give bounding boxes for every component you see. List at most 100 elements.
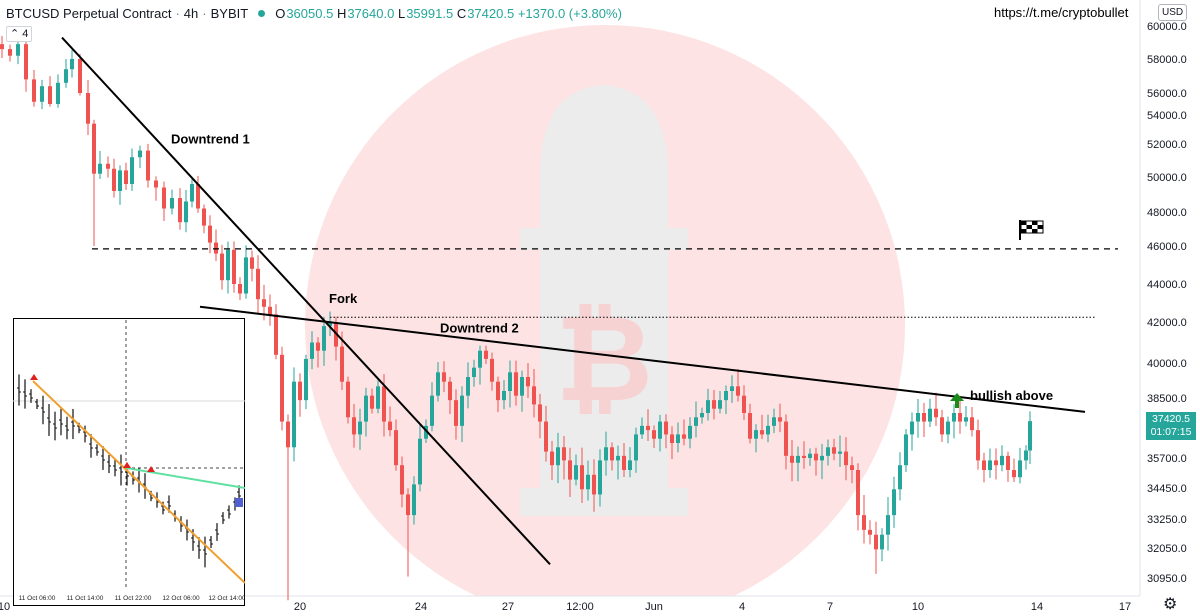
downtrend-1[interactable] — [61, 36, 551, 566]
candle-body — [904, 434, 908, 466]
time-tick-label: 7 — [827, 601, 833, 613]
candle-body — [700, 413, 704, 418]
candle-body — [304, 358, 308, 401]
candle-body — [862, 515, 866, 530]
candle-body — [952, 413, 956, 422]
candle-body — [580, 465, 584, 490]
candle-body — [98, 163, 102, 174]
candle-body — [478, 350, 482, 368]
candle-body — [718, 400, 722, 409]
candle-body — [124, 170, 128, 184]
candle-body — [382, 386, 386, 422]
high-label: H — [336, 5, 347, 21]
price-tick-label: 52000.0 — [1147, 139, 1187, 151]
candle-body — [406, 494, 410, 516]
candle-body — [832, 447, 836, 454]
inset-time-label: 12 Oct 14:00 — [208, 595, 245, 602]
candle-body — [886, 515, 890, 535]
candle-body — [754, 430, 758, 439]
inset-chart: 11 Oct 06:00 11 Oct 14:00 11 Oct 22:00 12 O… — [13, 318, 245, 606]
downtrend-2[interactable] — [199, 305, 1086, 413]
candle-body — [484, 350, 488, 359]
price-tick-label: 46000.0 — [1147, 241, 1187, 253]
candle-body — [634, 434, 638, 461]
candle-body — [454, 400, 458, 426]
candle-body — [316, 342, 320, 351]
price-tick-label: 42000.0 — [1147, 317, 1187, 329]
watermark-logo: ₿ — [305, 25, 905, 616]
candle-body — [682, 434, 686, 439]
candle-body — [346, 381, 350, 418]
candle-body — [916, 413, 920, 422]
candle-body — [190, 184, 194, 202]
candle-body — [322, 326, 326, 351]
bullish-above-label: bullish above — [970, 388, 1053, 403]
candle-body — [796, 455, 800, 463]
candle-body — [562, 447, 566, 461]
candle-body — [1000, 455, 1004, 466]
interval-label[interactable]: 4h — [183, 5, 199, 21]
candle-body — [850, 465, 854, 470]
inset-time-label: 12 Oct 06:00 — [162, 595, 200, 602]
price-tick-label: 58000.0 — [1147, 54, 1187, 66]
high-value: 37640.0 — [347, 5, 395, 21]
inset-orange-trendline — [32, 380, 245, 584]
candle-body — [520, 377, 524, 396]
currency-badge[interactable]: USD — [1158, 4, 1188, 21]
candle-body — [8, 49, 12, 56]
price-axis[interactable] — [1140, 0, 1200, 596]
close-label: C — [456, 5, 467, 21]
inset-green-trendline — [125, 467, 245, 489]
candle-body — [958, 413, 962, 422]
candle-body — [532, 386, 536, 405]
candle-body — [556, 447, 560, 466]
candle-body — [78, 59, 82, 93]
price-tick-label: 32050.0 — [1147, 543, 1187, 555]
candle-body — [544, 421, 548, 452]
candle-body — [856, 470, 860, 516]
low-value: 35991.5 — [406, 5, 454, 21]
time-tick-label: 12:00 — [566, 601, 594, 613]
candle-body — [508, 372, 512, 391]
indicator-collapse-toggle[interactable]: ⌃ 4 — [6, 26, 33, 42]
settings-gear-icon[interactable]: ⚙ — [1163, 596, 1178, 613]
candle-body — [118, 170, 122, 191]
candle-body — [64, 69, 68, 83]
time-axis[interactable] — [0, 596, 1140, 616]
telegram-link[interactable]: https://t.me/cryptobullet — [994, 5, 1129, 20]
candle-body — [706, 400, 710, 413]
candle-body — [56, 82, 60, 104]
candle-body — [376, 386, 380, 409]
candle-body — [400, 465, 404, 495]
symbol-name[interactable]: BTCUSD Perpetual Contract — [6, 5, 172, 21]
close-value: 37420.5 — [467, 5, 515, 21]
candle-body — [592, 474, 596, 495]
price-tick-label: 38500.0 — [1147, 393, 1187, 405]
time-tick-label: 24 — [415, 601, 427, 613]
price-tick-label: 30950.0 — [1147, 573, 1187, 585]
inset-time-label: 11 Oct 06:00 — [19, 595, 56, 602]
candle-body — [0, 44, 4, 50]
candle-body — [982, 460, 986, 470]
candle-body — [442, 372, 446, 382]
candle-body — [370, 395, 374, 409]
candle-body — [262, 299, 266, 307]
price-tick-label: 48000.0 — [1147, 207, 1187, 219]
market-status-icon — [258, 9, 266, 17]
low-label: L — [397, 5, 406, 21]
candle-body — [364, 395, 368, 422]
candle-body — [268, 306, 272, 315]
candle-body — [568, 460, 572, 480]
candle-body — [196, 184, 200, 209]
candle-body — [256, 268, 260, 300]
fork-label: Fork — [329, 291, 358, 306]
candle-body — [616, 455, 620, 461]
time-tick-label: 14 — [1031, 601, 1043, 613]
price-tick-label: 60000.0 — [1147, 21, 1187, 33]
candle-body — [838, 451, 842, 454]
downtrend-1-label: Downtrend 1 — [171, 131, 250, 146]
candle-body — [664, 421, 668, 435]
candle-body — [772, 417, 776, 426]
